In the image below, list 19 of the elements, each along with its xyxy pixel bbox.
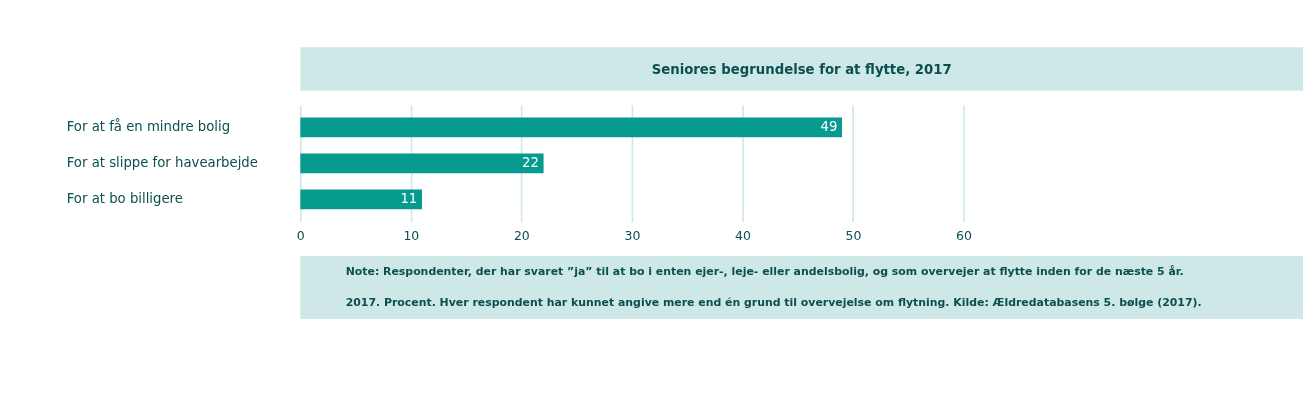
chart-title: Seniores begrundelse for at flytte, 2017 xyxy=(651,62,952,78)
x-tick-label: 0 xyxy=(296,228,305,244)
x-tick-label: 60 xyxy=(956,228,972,244)
y-tick-label: For at få en mindre bolig xyxy=(66,118,231,135)
data-label: 11 xyxy=(400,191,418,207)
y-tick-label: For at bo billigere xyxy=(66,191,183,207)
y-tick-label: For at slippe for havearbejde xyxy=(66,155,258,171)
text: Note: Respondenter, der har svaret ”ja” til at bo i enten ejer-, leje- eller andelsbolig, og som overvejer at flytte inden for de næste 5 år. xyxy=(345,264,1184,278)
x-tick-label: 10 xyxy=(403,228,420,244)
data-label: 22 xyxy=(522,155,539,171)
bar xyxy=(300,117,843,138)
x-tick-label: 50 xyxy=(845,228,862,244)
text: 2017. Procent. Hver respondent har kunnet angive mere end én grund til overvejelse om flytning. Kilde: Ældredatabasens 5. bølge (2017). xyxy=(345,296,1202,310)
bar xyxy=(300,189,422,210)
x-tick-label: 30 xyxy=(624,228,641,244)
bar xyxy=(300,153,544,174)
data-label: 49 xyxy=(820,119,838,135)
x-tick-label: 40 xyxy=(734,228,751,244)
x-tick-label: 20 xyxy=(513,228,530,244)
